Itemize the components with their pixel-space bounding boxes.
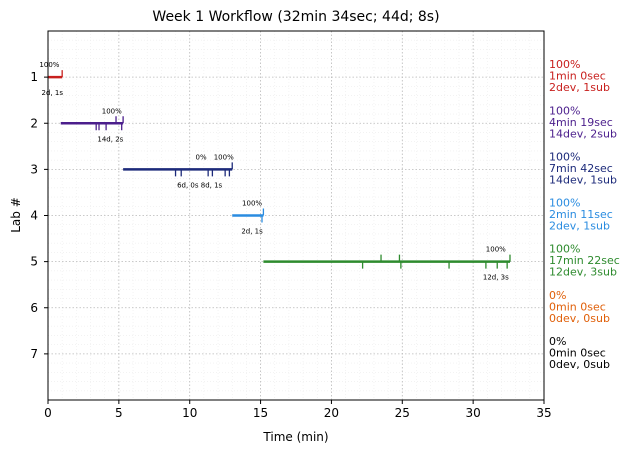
lab-3-summary-line: 14dev, 1sub [549,173,617,186]
lab-2-summary-line: 100% [549,104,580,117]
lab-5-count-label: 12d, 3s [483,274,509,282]
lab-6-summary-line: 0dev, 0sub [549,312,610,325]
lab-3-count-label: 6d, 0s 8d, 1s [177,181,222,189]
lab-1-summary-line: 2dev, 1sub [549,81,610,94]
lab-3-summary-line: 7min 42sec [549,162,613,175]
lab-2-summary-line: 14dev, 2sub [549,127,617,140]
x-tick-label: 5 [115,406,123,420]
x-tick-label: 15 [253,406,268,420]
lab-5-summary-line: 12dev, 3sub [549,266,617,279]
lab-5-summary-line: 100% [549,243,580,256]
lab-3-percent-label: 0% [195,153,206,161]
lab-7-summary-line: 0min 0sec [549,346,606,359]
x-tick-label: 10 [182,406,197,420]
lab-4-summary-line: 100% [549,197,580,210]
y-tick-label: 2 [30,116,38,130]
x-tick-label: 25 [395,406,410,420]
lab-4-count-label: 2d, 1s [241,228,263,236]
lab-2-count-label: 14d, 2s [97,135,123,143]
lab-5-summary-line: 17min 22sec [549,254,620,267]
y-tick-label: 4 [30,209,38,223]
lab-1-summary-line: 100% [549,58,580,71]
lab-6-summary-line: 0% [549,289,566,302]
lab-6-summary-line: 0min 0sec [549,300,606,313]
lab-5-percent-label: 100% [486,246,506,254]
lab-1-summary-line: 1min 0sec [549,70,606,83]
lab-7-summary-line: 0dev, 0sub [549,358,610,371]
lab-3-summary-line: 100% [549,150,580,163]
lab-4-percent-label: 100% [242,200,262,208]
y-tick-label: 6 [30,301,38,315]
x-tick-label: 35 [536,406,551,420]
chart-title: Week 1 Workflow (32min 34sec; 44d; 8s) [152,9,439,25]
lab-1-percent-label: 100% [39,61,59,69]
lab-3-percent-label: 100% [214,153,234,161]
x-axis-label: Time (min) [262,430,328,444]
lab-2-percent-label: 100% [102,107,122,115]
x-tick-label: 0 [44,406,52,420]
y-tick-label: 1 [30,70,38,84]
lab-4-summary-line: 2min 11sec [549,208,613,221]
plot-area: 100% 2d, 1s 100% 14d, 2s 0% 100% 6d, 0s 8d, 1s… [39,61,511,282]
axes: 0 5 10 15 20 25 30 35 1 2 3 4 5 6 7 [30,70,551,420]
lab-2-summary-line: 4min 19sec [549,116,613,129]
lab-1-count-label: 2d, 1s [42,89,64,97]
lab-7-summary-line: 0% [549,335,566,348]
grid [47,31,545,400]
x-tick-label: 30 [466,406,481,420]
y-tick-label: 5 [30,255,38,269]
x-tick-label: 20 [324,406,339,420]
y-tick-label: 7 [30,347,38,361]
y-axis-label: Lab # [9,197,23,233]
lab-4-summary-line: 2dev, 1sub [549,220,610,233]
y-tick-label: 3 [30,162,38,176]
